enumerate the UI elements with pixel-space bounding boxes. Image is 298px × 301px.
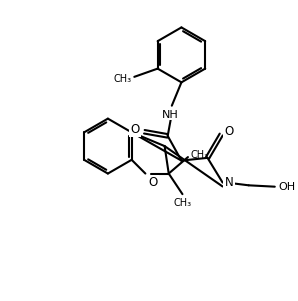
Text: O: O <box>130 123 139 136</box>
Text: N: N <box>225 176 233 189</box>
Text: CH₃: CH₃ <box>173 198 192 208</box>
Text: CH₃: CH₃ <box>191 150 209 160</box>
Text: OH: OH <box>279 182 296 192</box>
Text: O: O <box>224 125 233 138</box>
Text: NH: NH <box>162 110 178 119</box>
Text: CH₃: CH₃ <box>113 74 131 84</box>
Text: O: O <box>148 176 158 190</box>
